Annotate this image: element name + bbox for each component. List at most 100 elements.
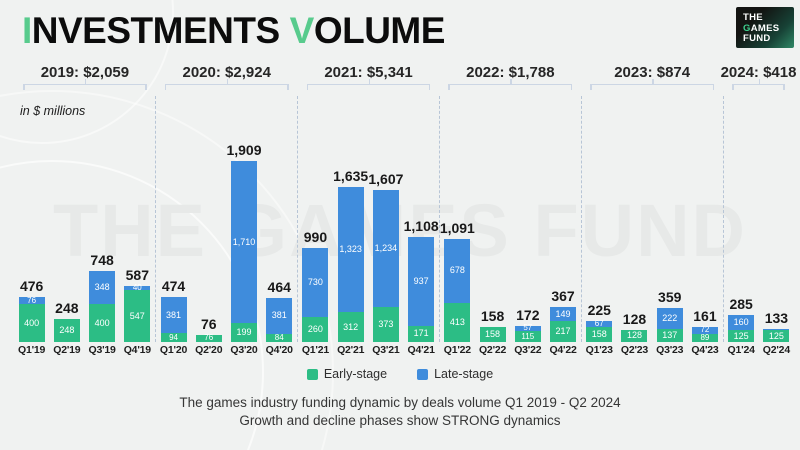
stacked-bar: 381 84 bbox=[266, 297, 293, 342]
stacked-bar: 128 bbox=[621, 329, 648, 342]
bar-segment-early: 373 bbox=[372, 306, 399, 342]
bar-column: 464 381 84 bbox=[262, 96, 297, 342]
segment-value-label: 199 bbox=[236, 327, 252, 338]
year-bracket bbox=[164, 79, 289, 91]
bar-total-label: 1,635 bbox=[333, 168, 369, 185]
bar-segment-late: 40 bbox=[124, 283, 151, 293]
title-word-investments: NVESTMENTS bbox=[31, 10, 280, 51]
stacked-bar: 348 400 bbox=[89, 271, 116, 342]
x-axis-label: Q4'21 bbox=[407, 344, 435, 356]
segment-value-label: 125 bbox=[768, 330, 784, 341]
bar-segment-early: 76 bbox=[195, 334, 222, 342]
legend-item-early-stage: Early-stage bbox=[306, 367, 388, 381]
bar-total-label: 161 bbox=[693, 307, 717, 324]
bar-segment-early: 199 bbox=[230, 323, 257, 342]
segment-value-label: 400 bbox=[24, 317, 40, 328]
x-axis-label: Q4'20 bbox=[265, 344, 293, 356]
bar-column: 1,635 1,323 312 bbox=[333, 96, 368, 342]
stacked-bar: 937 171 bbox=[408, 237, 435, 342]
bar-segment-late: 937 bbox=[408, 237, 435, 326]
xaxis-group: Q1'23 Q2'23 Q3'23 Q4'23 bbox=[581, 344, 723, 358]
years-row: 2019: $2,059 2020: $2,924 2021: $5,341 2022… bbox=[14, 64, 796, 96]
bar-total-label: 748 bbox=[90, 252, 114, 269]
segment-value-label: 1,710 bbox=[232, 236, 256, 247]
legend-item-late-stage: Late-stage bbox=[417, 367, 493, 381]
stacked-bar: 158 bbox=[479, 327, 506, 342]
bar-total-label: 225 bbox=[587, 301, 611, 318]
bar-column: 748 348 400 bbox=[84, 96, 119, 342]
bar-column: 1,108 937 171 bbox=[404, 96, 439, 342]
xaxis-group: Q1'22 Q2'22 Q3'22 Q4'22 bbox=[439, 344, 581, 358]
bar-segment-early: 115 bbox=[514, 331, 541, 342]
title-word-volume: OLUME bbox=[313, 10, 446, 51]
year-total-label: 2023: $874 bbox=[614, 64, 691, 81]
stacked-bar: 149 217 bbox=[550, 307, 577, 342]
segment-value-label: 260 bbox=[307, 324, 323, 335]
bar-segment-late: 1,323 bbox=[337, 187, 364, 313]
bar-total-label: 1,108 bbox=[403, 218, 439, 235]
logo-line-games: GAMES bbox=[743, 22, 780, 34]
year-bracket bbox=[23, 79, 147, 91]
bar-total-label: 76 bbox=[200, 315, 217, 332]
bar-group: 225 67 158 128 128 359 222 137 161 72 89 bbox=[580, 96, 723, 342]
bar-column: 133 125 bbox=[759, 96, 794, 342]
year-group-header: 2024: $418 bbox=[721, 64, 796, 96]
x-axis-label: Q3'21 bbox=[372, 344, 400, 356]
bar-total-label: 990 bbox=[303, 229, 328, 246]
bar-column: 1,091 678 413 bbox=[440, 96, 475, 342]
stacked-bar: 40 547 bbox=[124, 283, 151, 342]
bar-total-label: 474 bbox=[161, 278, 186, 295]
segment-value-label: 40 bbox=[132, 283, 142, 293]
bar-segment-late: 149 bbox=[550, 307, 577, 322]
bar-group: 285 160 125 133 125 bbox=[722, 96, 794, 342]
bar-group: 990 730 260 1,635 1,323 312 1,607 1,234 373 1,108… bbox=[296, 96, 439, 342]
stacked-bar: 1,234 373 bbox=[372, 189, 399, 342]
bar-segment-early: 158 bbox=[586, 327, 613, 342]
x-axis-label: Q4'22 bbox=[549, 344, 577, 356]
bars-row: 476 76 400 248 248 748 348 400 587 40 547 474 381 94 7… bbox=[14, 96, 794, 342]
x-axis-label: Q2'23 bbox=[620, 344, 649, 356]
early-stage-swatch-icon bbox=[306, 368, 318, 380]
x-axis-label: Q4'23 bbox=[691, 344, 719, 356]
segment-value-label: 125 bbox=[733, 330, 749, 341]
bar-total-label: 172 bbox=[516, 306, 540, 323]
bar-segment-early: 400 bbox=[18, 304, 45, 342]
xaxis-group: Q1'21 Q2'21 Q3'21 Q4'21 bbox=[297, 344, 439, 358]
caption-line-1: The games industry funding dynamic by de… bbox=[179, 395, 621, 410]
segment-value-label: 381 bbox=[271, 310, 287, 321]
bar-column: 474 381 94 bbox=[156, 96, 191, 342]
bar-group: 476 76 400 248 248 748 348 400 587 40 547 bbox=[14, 96, 155, 342]
segment-value-label: 137 bbox=[662, 330, 678, 340]
year-group-header: 2020: $2,924 bbox=[156, 64, 298, 96]
segment-value-label: 76 bbox=[27, 295, 37, 305]
year-group-header: 2022: $1,788 bbox=[439, 64, 581, 96]
year-total-label: 2022: $1,788 bbox=[466, 64, 555, 81]
segment-value-label: 730 bbox=[307, 277, 323, 288]
bar-segment-late: 222 bbox=[656, 308, 683, 329]
bar-segment-early: 400 bbox=[89, 304, 116, 342]
bar-segment-early: 84 bbox=[266, 334, 293, 342]
stacked-bar: 222 137 bbox=[656, 308, 683, 342]
bar-total-label: 587 bbox=[125, 267, 149, 284]
bar-segment-late: 381 bbox=[266, 297, 293, 334]
bar-segment-early: 171 bbox=[408, 325, 435, 342]
bar-segment-early: 260 bbox=[302, 317, 329, 342]
legend-label: Early-stage bbox=[323, 367, 388, 381]
bar-column: 990 730 260 bbox=[298, 96, 333, 342]
stacked-bar: 72 89 bbox=[691, 326, 718, 342]
bar-total-label: 133 bbox=[764, 310, 789, 327]
bar-column: 248 248 bbox=[49, 96, 84, 342]
segment-value-label: 171 bbox=[413, 328, 429, 339]
year-group-header: 2019: $2,059 bbox=[14, 64, 156, 96]
stacked-bar: 125 bbox=[763, 329, 790, 342]
segment-value-label: 67 bbox=[594, 318, 604, 328]
bar-total-label: 359 bbox=[658, 289, 682, 305]
xaxis-group: Q1'20 Q2'20 Q3'20 Q4'20 bbox=[155, 344, 297, 358]
bar-total-label: 1,607 bbox=[368, 170, 404, 187]
stacked-bar: 76 bbox=[195, 334, 222, 342]
segment-value-label: 678 bbox=[449, 265, 465, 276]
segment-value-label: 381 bbox=[166, 309, 182, 320]
bar-column: 587 40 547 bbox=[120, 96, 155, 342]
year-bracket bbox=[448, 79, 573, 91]
